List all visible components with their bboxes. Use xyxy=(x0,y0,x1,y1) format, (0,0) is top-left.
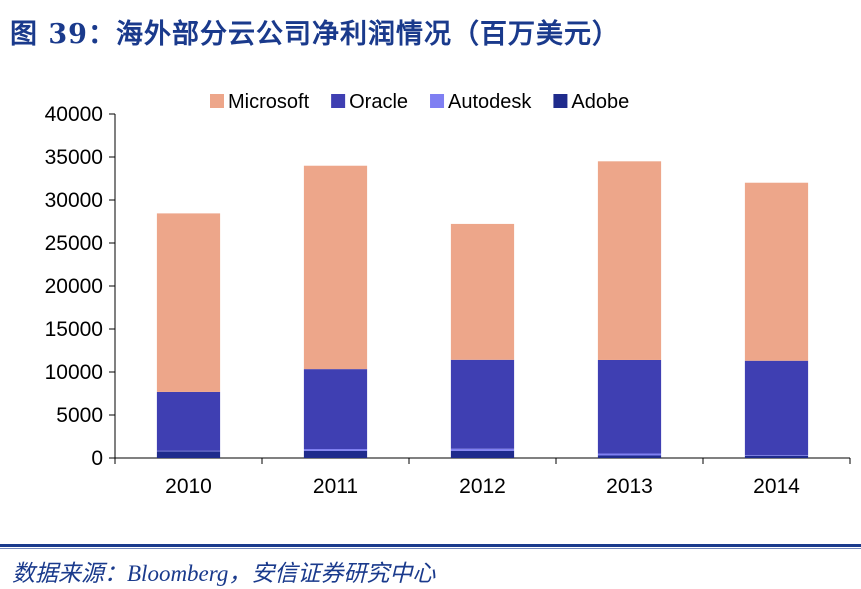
legend-swatch-autodesk xyxy=(430,94,445,108)
x-tick-label: 2013 xyxy=(606,475,653,498)
bar-microsoft-2010 xyxy=(156,213,221,392)
y-tick-label: 35000 xyxy=(45,146,103,169)
bar-adobe-2014 xyxy=(744,455,809,458)
y-tick-label: 30000 xyxy=(45,189,103,212)
stacked-bar-chart: Microsoft Oracle Autodesk Adobe 0 5000 10000 1… xyxy=(45,91,851,498)
y-tick-label: 0 xyxy=(91,447,103,470)
legend-label-oracle: Oracle xyxy=(349,91,408,113)
legend-swatch-microsoft xyxy=(210,94,224,108)
legend-label-adobe: Adobe xyxy=(571,91,629,113)
bar-microsoft-2013 xyxy=(597,161,662,360)
legend-label-microsoft: Microsoft xyxy=(228,91,310,113)
bar-autodesk-2013 xyxy=(597,453,662,456)
legend-swatch-adobe xyxy=(553,94,568,108)
source-note: 数据来源：Bloomberg，安信证券研究中心 xyxy=(12,561,436,586)
x-tick-label: 2010 xyxy=(165,475,212,498)
bar-adobe-2013 xyxy=(597,455,662,458)
legend-item-autodesk: Autodesk xyxy=(430,91,532,113)
x-tick-label: 2012 xyxy=(459,475,506,498)
chart-legend: Microsoft Oracle Autodesk Adobe xyxy=(210,91,629,113)
y-tick-label: 40000 xyxy=(45,103,103,126)
legend-item-adobe: Adobe xyxy=(553,91,629,113)
footer-divider-thin xyxy=(0,548,861,549)
legend-item-oracle: Oracle xyxy=(331,91,408,113)
bar-oracle-2011 xyxy=(303,369,368,450)
legend-item-microsoft: Microsoft xyxy=(210,91,310,113)
y-axis: 0 5000 10000 15000 20000 25000 30000 35000 40000 xyxy=(45,103,116,470)
bar-autodesk-2011 xyxy=(303,449,368,451)
bar-microsoft-2012 xyxy=(450,223,515,360)
y-tick-label: 10000 xyxy=(45,361,103,384)
x-axis: 2010 2011 2012 2013 2014 xyxy=(114,457,851,498)
bar-oracle-2013 xyxy=(597,359,662,454)
y-tick-label: 20000 xyxy=(45,275,103,298)
figure-title: 图 39：海外部分云公司净利润情况（百万美元） xyxy=(10,19,620,50)
bar-oracle-2010 xyxy=(156,391,221,451)
bar-oracle-2014 xyxy=(744,360,809,455)
bar-microsoft-2011 xyxy=(303,165,368,370)
x-tick-label: 2014 xyxy=(753,475,800,498)
y-tick-label: 5000 xyxy=(56,404,103,427)
bar-microsoft-2014 xyxy=(744,182,809,361)
footer-divider xyxy=(0,544,861,547)
bar-group xyxy=(156,161,809,458)
bar-adobe-2012 xyxy=(450,450,515,458)
y-tick-label: 25000 xyxy=(45,232,103,255)
legend-label-autodesk: Autodesk xyxy=(448,91,532,113)
y-tick-label: 15000 xyxy=(45,318,103,341)
bar-autodesk-2012 xyxy=(450,448,515,451)
x-tick-label: 2011 xyxy=(313,475,358,498)
bar-oracle-2012 xyxy=(450,359,515,449)
bar-adobe-2010 xyxy=(156,451,221,458)
bar-adobe-2011 xyxy=(303,450,368,458)
legend-swatch-oracle xyxy=(331,94,346,108)
bar-autodesk-2014 xyxy=(744,454,809,456)
